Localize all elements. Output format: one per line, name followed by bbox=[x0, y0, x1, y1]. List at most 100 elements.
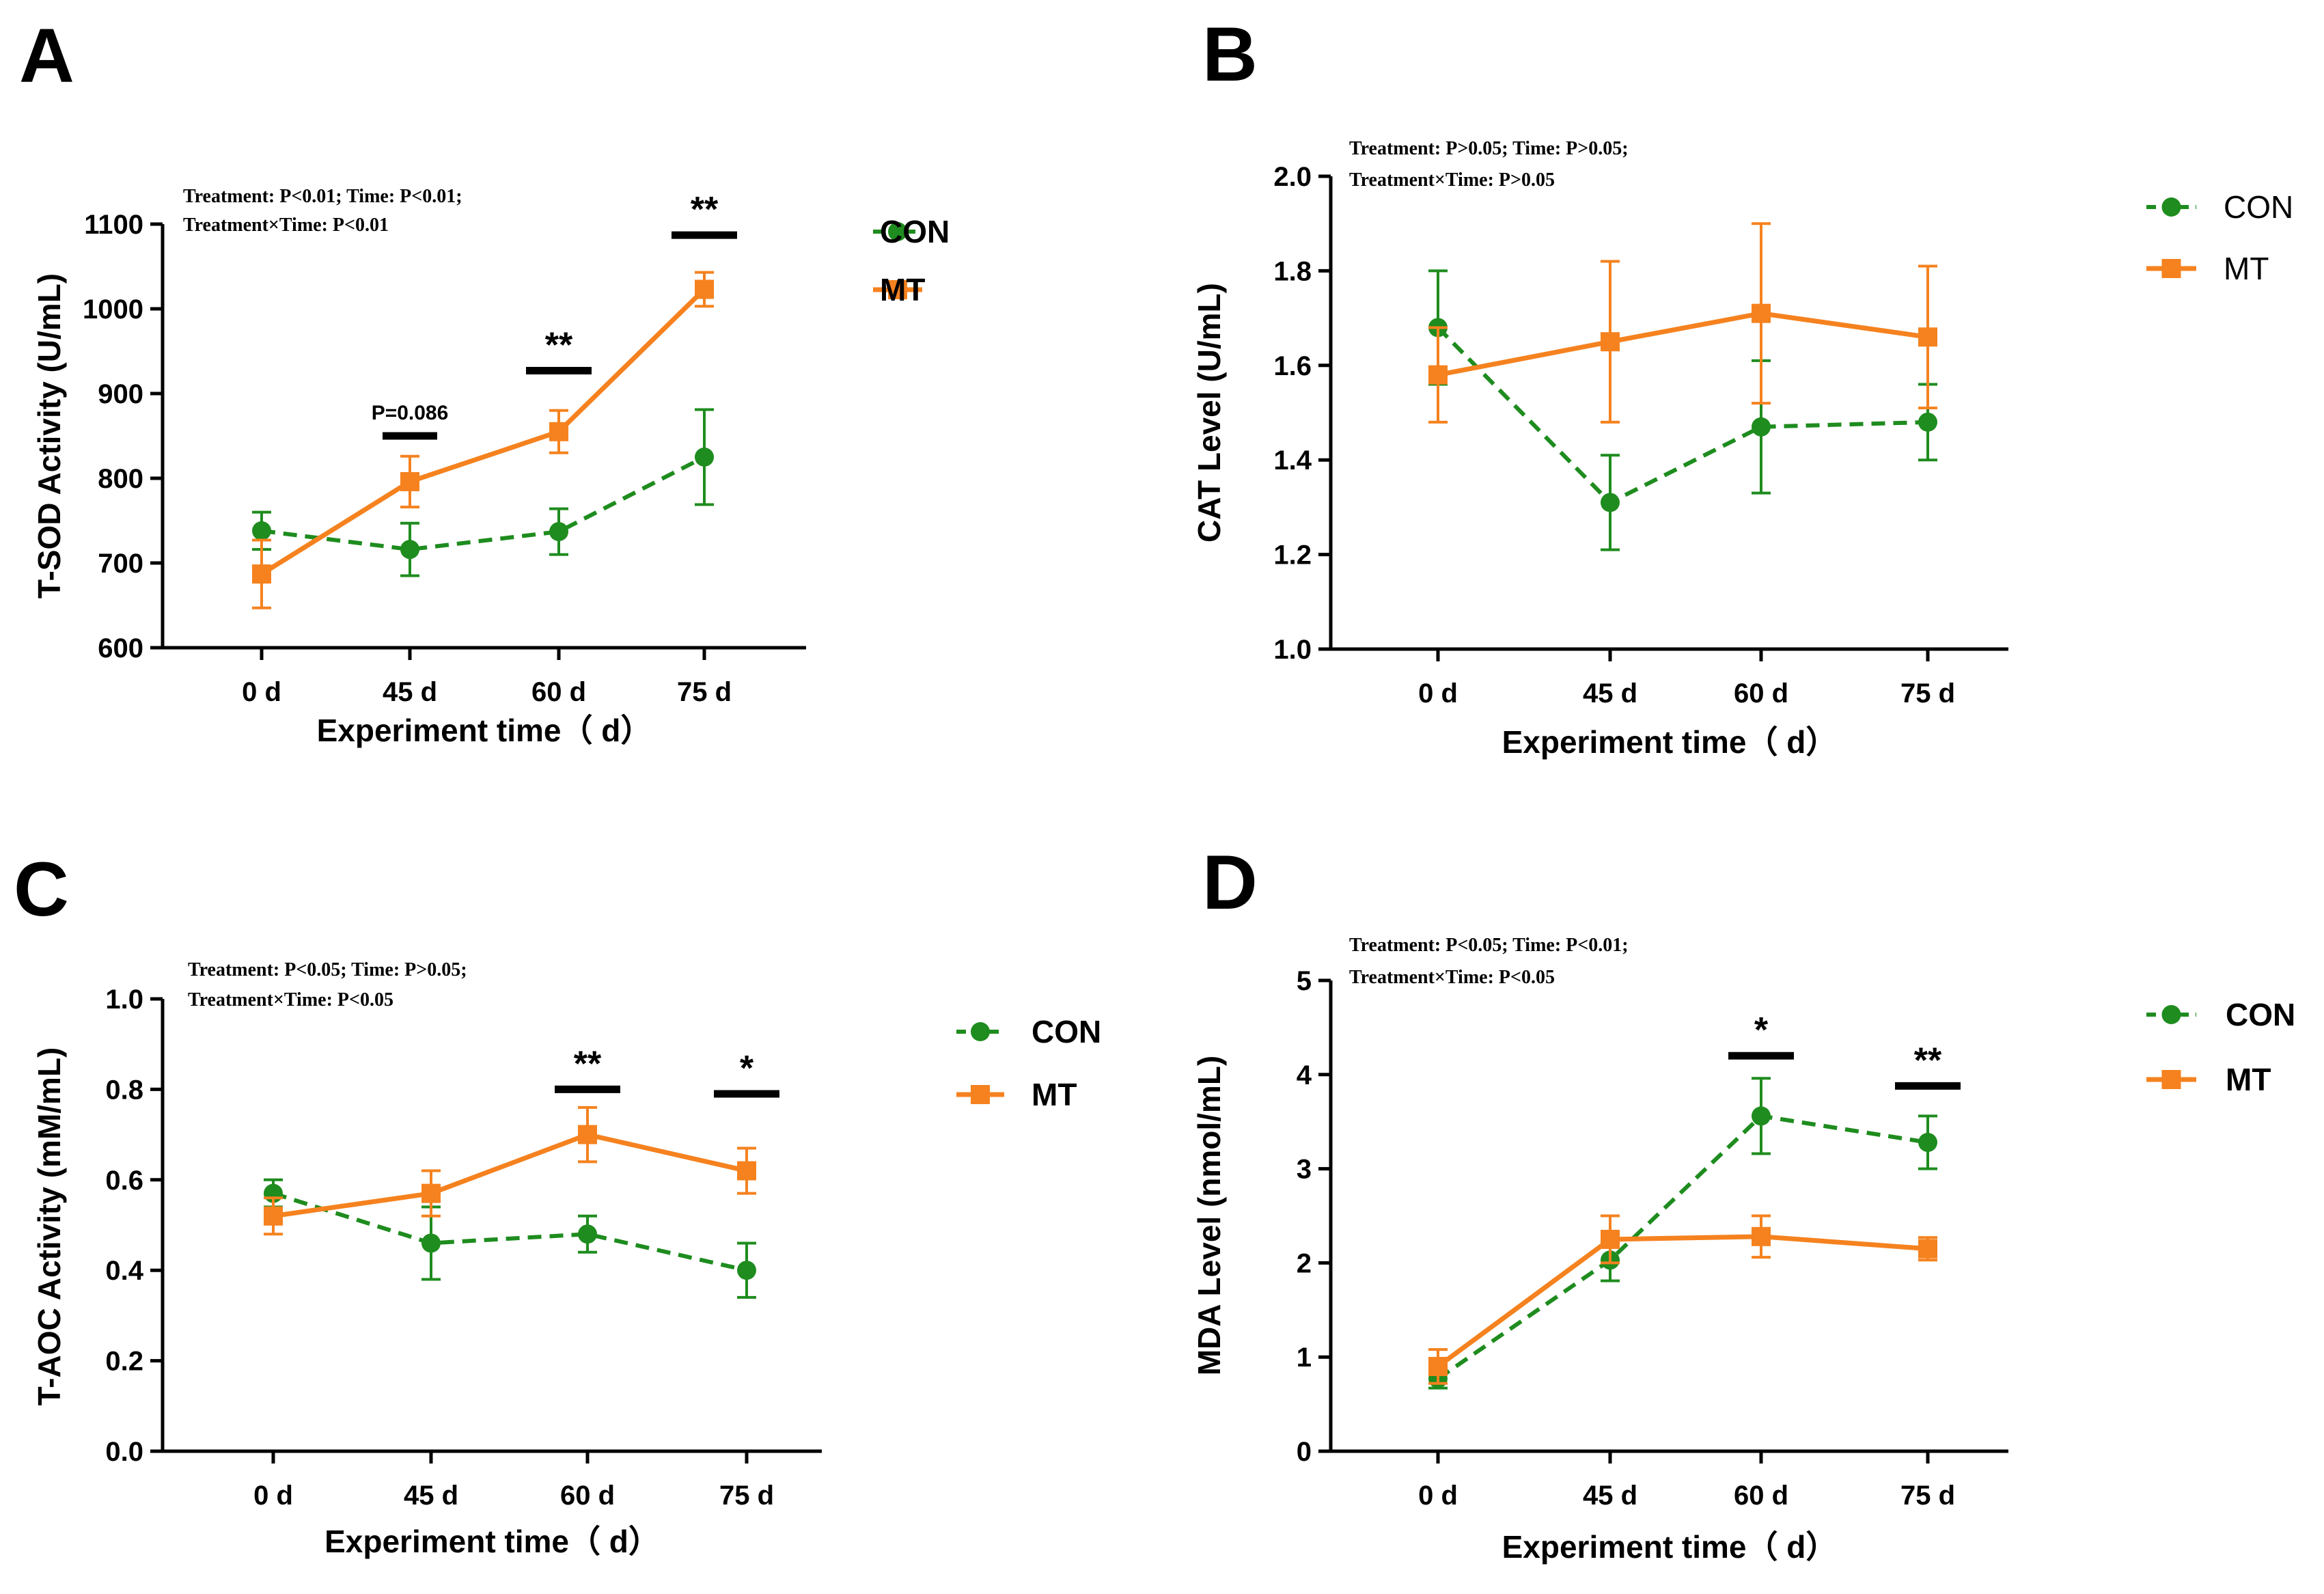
data-point bbox=[1918, 1133, 1937, 1153]
panel-letter: C bbox=[14, 847, 69, 932]
legend: CON MT bbox=[956, 1014, 1101, 1112]
series-line bbox=[273, 1131, 747, 1219]
x-tick-label: 60 d bbox=[1734, 1481, 1788, 1511]
y-tick-label: 1.0 bbox=[105, 985, 143, 1015]
data-point bbox=[421, 1183, 441, 1203]
legend: CON MT bbox=[2146, 189, 2293, 286]
x-tick-label: 60 d bbox=[1734, 678, 1788, 709]
y-axis-title: CAT Level (U/mL) bbox=[1191, 283, 1227, 542]
series-line bbox=[1437, 311, 1928, 378]
data-point bbox=[1752, 1106, 1771, 1126]
legend-con-label: CON bbox=[2226, 997, 2295, 1032]
panel-a: A Treatment: P<0.01; Time: P<0.01; Treatme… bbox=[19, 13, 950, 748]
data-point bbox=[1752, 303, 1771, 323]
x-tick-label: 75 d bbox=[1900, 678, 1955, 709]
legend-con-label: CON bbox=[880, 214, 950, 249]
stats-line-2: Treatment×Time: P<0.05 bbox=[188, 989, 393, 1011]
y-tick-label: 5 bbox=[1297, 966, 1312, 996]
x-axis-title: Experiment time（ d） bbox=[317, 713, 652, 748]
y-tick-label: 3 bbox=[1297, 1155, 1312, 1185]
panel-c: C Treatment: P<0.05; Time: P>0.05; Treatme… bbox=[14, 847, 1101, 1559]
y-tick-label: 800 bbox=[98, 464, 143, 494]
significance-label: ** bbox=[574, 1044, 602, 1084]
series-mt bbox=[264, 1105, 756, 1236]
x-axis-title: Experiment time（ d） bbox=[324, 1524, 660, 1559]
legend: CON MT bbox=[873, 214, 950, 307]
stats-line-1: Treatment: P<0.05; Time: P<0.01; bbox=[1349, 935, 1629, 956]
x-tick-label: 75 d bbox=[677, 677, 732, 707]
data-point bbox=[737, 1261, 756, 1280]
legend-con-marker bbox=[888, 222, 907, 241]
data-point bbox=[578, 1125, 597, 1144]
x-tick-label: 75 d bbox=[719, 1481, 774, 1511]
significance-label: ** bbox=[691, 190, 719, 230]
y-tick-label: 0.6 bbox=[105, 1166, 143, 1196]
legend-mt-marker bbox=[971, 1085, 990, 1104]
series-line bbox=[261, 455, 706, 552]
legend-mt-label: MT bbox=[1032, 1077, 1077, 1112]
y-tick-label: 1.6 bbox=[1273, 351, 1312, 381]
x-tick-label: 0 d bbox=[1418, 1481, 1458, 1511]
y-axis-title: MDA Level (nmol/mL) bbox=[1191, 1056, 1227, 1376]
data-point bbox=[1918, 412, 1937, 432]
y-tick-label: 2 bbox=[1297, 1248, 1312, 1278]
legend-mt-label: MT bbox=[2224, 251, 2269, 286]
series-con bbox=[1428, 269, 1937, 551]
series-line bbox=[273, 1191, 747, 1273]
legend: CON MT bbox=[2146, 997, 2295, 1097]
legend-mt-label: MT bbox=[880, 272, 925, 307]
data-point bbox=[549, 522, 568, 542]
data-point bbox=[252, 521, 271, 540]
legend-con-label: CON bbox=[2224, 189, 2293, 225]
significance-label: P=0.086 bbox=[372, 402, 449, 424]
data-point bbox=[549, 422, 568, 441]
panel-letter: A bbox=[19, 13, 74, 98]
significance-label: * bbox=[740, 1049, 754, 1088]
x-axis-title: Experiment time（ d） bbox=[1502, 724, 1838, 760]
data-point bbox=[578, 1224, 597, 1244]
x-tick-label: 45 d bbox=[1583, 1481, 1637, 1511]
y-tick-label: 0.8 bbox=[105, 1075, 143, 1105]
stats-line-2: Treatment×Time: P<0.01 bbox=[183, 215, 389, 236]
data-point bbox=[1601, 332, 1620, 352]
y-tick-label: 0.4 bbox=[105, 1256, 143, 1286]
data-point bbox=[400, 471, 419, 491]
data-point bbox=[252, 564, 271, 584]
y-tick-label: 700 bbox=[98, 549, 143, 579]
series-mt bbox=[252, 271, 714, 609]
y-tick-label: 4 bbox=[1297, 1060, 1312, 1090]
data-point bbox=[695, 448, 714, 467]
stats-line-1: Treatment: P>0.05; Time: P>0.05; bbox=[1349, 138, 1629, 159]
legend-mt-label: MT bbox=[2226, 1062, 2271, 1097]
y-tick-label: 1000 bbox=[83, 294, 143, 325]
legend-con-marker bbox=[2161, 197, 2181, 217]
stats-line-2: Treatment×Time: P>0.05 bbox=[1349, 169, 1555, 191]
legend-mt-marker bbox=[888, 280, 907, 299]
x-tick-label: 45 d bbox=[404, 1481, 458, 1511]
data-point bbox=[1428, 365, 1448, 385]
y-tick-label: 1.4 bbox=[1273, 445, 1312, 476]
y-tick-label: 0.0 bbox=[105, 1437, 143, 1467]
x-tick-label: 45 d bbox=[1583, 678, 1637, 709]
data-point bbox=[1918, 1239, 1937, 1259]
stats-line-1: Treatment: P<0.05; Time: P>0.05; bbox=[188, 959, 467, 980]
legend-mt-marker bbox=[2161, 259, 2181, 278]
data-point bbox=[400, 540, 419, 560]
significance-label: * bbox=[1754, 1011, 1769, 1050]
series-line bbox=[260, 287, 706, 577]
data-point bbox=[737, 1161, 756, 1181]
series-con bbox=[264, 1178, 756, 1299]
y-tick-label: 900 bbox=[98, 379, 143, 409]
x-tick-label: 0 d bbox=[253, 1481, 293, 1511]
x-tick-label: 45 d bbox=[383, 677, 437, 707]
y-axis-title: T-AOC Activity (mM/mL) bbox=[31, 1047, 67, 1406]
legend-con-marker bbox=[2161, 1005, 2181, 1024]
data-point bbox=[1752, 417, 1771, 437]
legend-con-label: CON bbox=[1032, 1014, 1101, 1049]
series-con bbox=[1428, 1077, 1937, 1390]
y-tick-label: 600 bbox=[98, 633, 143, 663]
series-mt bbox=[1428, 1214, 1937, 1385]
y-tick-label: 1.8 bbox=[1273, 256, 1312, 286]
panel-b: B Treatment: P>0.05; Time: P>0.05; Treatme… bbox=[1191, 12, 2293, 760]
